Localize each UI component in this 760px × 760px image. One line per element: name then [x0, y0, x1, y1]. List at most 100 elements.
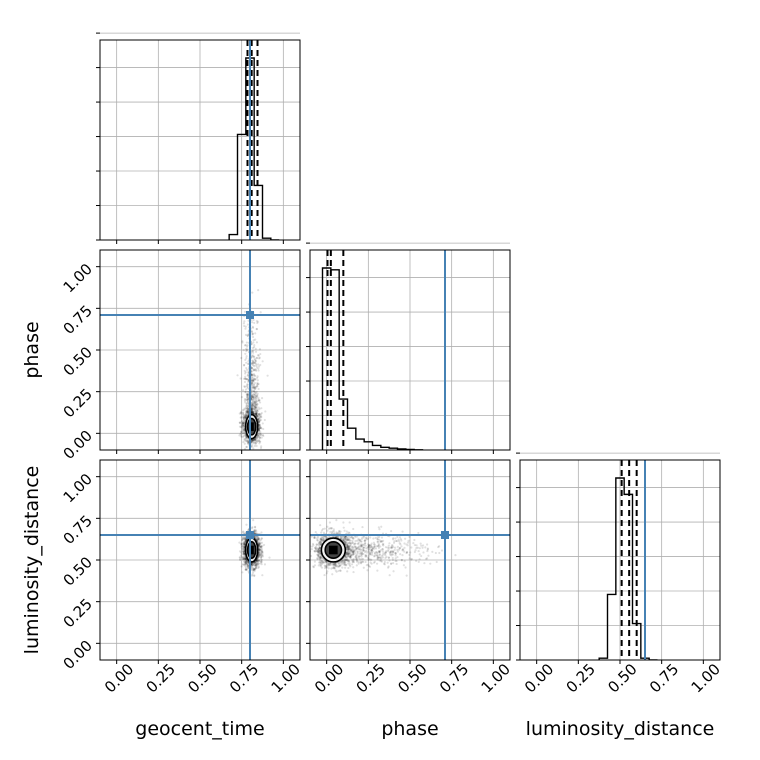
sample-point — [387, 548, 390, 551]
sample-point — [242, 540, 245, 544]
sample-point — [367, 563, 370, 566]
sample-point — [253, 438, 256, 442]
sample-point — [364, 555, 367, 558]
sample-point — [246, 390, 250, 394]
sample-point — [378, 553, 381, 556]
sample-point — [257, 412, 260, 416]
sample-point — [253, 406, 257, 409]
histogram-geocent_time — [228, 57, 280, 240]
sample-point — [260, 436, 263, 439]
sample-point — [256, 394, 259, 397]
sample-point — [251, 404, 254, 407]
sample-point — [251, 362, 254, 365]
sample-point — [242, 553, 245, 556]
sample-point — [349, 552, 353, 556]
sample-point — [256, 403, 259, 406]
sample-point — [246, 374, 249, 377]
sample-point — [326, 536, 329, 539]
sample-point — [346, 556, 349, 559]
sample-point — [330, 531, 334, 534]
sample-point — [260, 545, 263, 548]
sample-point — [252, 362, 255, 365]
sample-point — [244, 438, 247, 441]
sample-point — [368, 565, 372, 568]
sample-point — [260, 560, 263, 563]
sample-point — [376, 540, 379, 544]
sample-point — [362, 549, 365, 552]
sample-point — [251, 333, 254, 336]
sample-point — [375, 545, 379, 548]
sample-point — [348, 551, 351, 554]
sample-point — [245, 406, 248, 409]
sample-point — [244, 407, 247, 410]
sample-point — [256, 433, 260, 436]
sample-point — [254, 368, 257, 372]
sample-point — [257, 289, 260, 292]
sample-point — [331, 562, 335, 565]
sample-point — [238, 425, 242, 428]
sample-point — [383, 563, 386, 566]
sample-point — [253, 364, 256, 368]
sample-point — [345, 564, 348, 567]
sample-point — [257, 542, 260, 545]
sample-point — [368, 548, 371, 551]
sample-point — [260, 552, 263, 555]
sample-point — [317, 553, 320, 556]
sample-point — [245, 345, 249, 348]
sample-point — [251, 573, 254, 576]
sample-point — [246, 396, 250, 399]
sample-point — [345, 553, 348, 556]
sample-point — [346, 546, 349, 550]
sample-point — [257, 537, 260, 541]
sample-point — [366, 547, 369, 550]
sample-point — [260, 548, 263, 551]
sample-point — [259, 416, 262, 419]
sample-point — [258, 423, 261, 426]
sample-point — [245, 410, 248, 413]
sample-point — [245, 399, 248, 402]
sample-point — [247, 529, 250, 532]
sample-point — [259, 363, 262, 367]
sample-point — [255, 412, 258, 415]
sample-point — [329, 563, 332, 567]
sample-point — [257, 553, 260, 556]
sample-point — [320, 531, 323, 534]
sample-point — [259, 418, 263, 422]
sample-point — [257, 542, 260, 545]
sample-point — [345, 551, 349, 554]
sample-point — [254, 564, 257, 567]
sample-point — [367, 545, 370, 549]
sample-point — [239, 411, 243, 414]
sample-point — [345, 553, 348, 556]
sample-point — [257, 382, 260, 386]
sample-point — [373, 545, 376, 548]
sample-point — [252, 359, 255, 363]
sample-point — [346, 548, 350, 551]
sample-point — [241, 420, 244, 423]
sample-point — [376, 556, 380, 559]
sample-point — [255, 364, 258, 367]
sample-point — [257, 428, 261, 431]
sample-point — [318, 546, 322, 550]
sample-point — [321, 536, 325, 539]
sample-point — [256, 379, 259, 382]
sample-point — [255, 404, 259, 407]
sample-point — [360, 545, 364, 548]
sample-point — [253, 574, 256, 577]
sample-point — [339, 564, 342, 567]
sample-point — [246, 385, 249, 388]
sample-point — [252, 568, 255, 572]
sample-point — [240, 426, 243, 429]
sample-point — [253, 400, 256, 404]
sample-point — [318, 549, 321, 552]
sample-point — [344, 542, 347, 545]
sample-point — [243, 419, 246, 422]
sample-point — [243, 407, 246, 410]
sample-point — [244, 539, 247, 542]
sample-point — [244, 413, 248, 416]
sample-point — [257, 543, 260, 546]
sample-point — [372, 561, 376, 564]
sample-point — [346, 544, 349, 547]
sample-point — [392, 537, 395, 540]
panel-geocent_time-geocent_time — [96, 32, 301, 244]
